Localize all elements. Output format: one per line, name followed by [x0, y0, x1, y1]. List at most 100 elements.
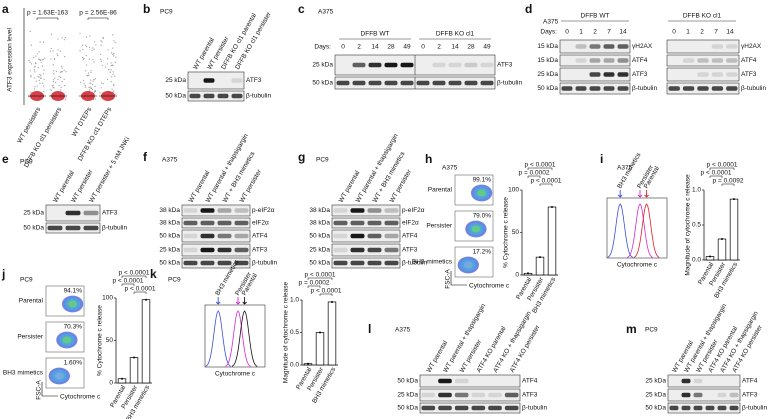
- size-marker: 15 kDa: [537, 57, 558, 64]
- blot-band: [669, 405, 679, 411]
- condition-label: Parental: [19, 298, 44, 305]
- flow-population: [68, 300, 78, 308]
- cell-dot: [93, 41, 96, 43]
- cell-dot: [40, 77, 42, 80]
- peak-arrow: [617, 190, 623, 198]
- size-marker: 50 kDa: [537, 85, 558, 92]
- bar: [729, 198, 739, 261]
- cell-dot: [83, 83, 85, 85]
- significance-bracket: [307, 285, 321, 288]
- p-value: p = 0.0002: [519, 170, 550, 177]
- cell-dot: [88, 86, 90, 89]
- cell-dot: [84, 86, 86, 88]
- day-label: 28: [467, 44, 475, 51]
- blot-band: [421, 392, 436, 398]
- blot-band: [200, 247, 215, 253]
- cell-dot: [57, 49, 59, 51]
- cell-dot: [50, 58, 52, 60]
- blot-band: [697, 58, 709, 63]
- day-label: 49: [483, 44, 491, 51]
- cell-dot: [58, 75, 60, 78]
- cell-dot: [39, 58, 41, 61]
- day-label: 7: [714, 29, 718, 36]
- blot-band: [682, 86, 695, 91]
- cell-dot: [85, 55, 87, 57]
- cell-dot: [82, 79, 85, 82]
- cell-dot: [111, 76, 113, 78]
- cell-dot: [113, 90, 115, 92]
- blot-band: [384, 233, 399, 239]
- band-label: ATF3: [252, 247, 268, 254]
- blot-band: [697, 72, 709, 77]
- blot-strip: [666, 67, 740, 82]
- panel-letter: h: [425, 152, 432, 166]
- day-label: 14: [619, 29, 627, 36]
- cell-dot: [110, 62, 112, 64]
- cell-dot: [57, 78, 59, 80]
- category-label: WT DTEPs: [71, 106, 94, 138]
- cell-dot: [105, 66, 107, 68]
- day-label: 7: [607, 29, 611, 36]
- blot-band: [575, 44, 587, 49]
- panel-letter: k: [150, 267, 157, 281]
- cell-dot: [52, 64, 54, 66]
- lane-label: WT persister + 5 nM JNKi: [88, 136, 131, 204]
- band-label: ATF4: [741, 57, 757, 64]
- cell-dot: [113, 52, 115, 55]
- p-value: p < 0.0001: [707, 162, 738, 169]
- cell-dot: [94, 85, 96, 88]
- size-marker: 50 kDa: [312, 80, 333, 87]
- histogram-curve: [607, 203, 634, 258]
- cell-dot: [40, 61, 42, 63]
- blot-band: [234, 260, 249, 266]
- cell-dot: [36, 53, 38, 55]
- cell-line-label: PC9: [168, 277, 181, 284]
- cell-dot: [63, 78, 65, 80]
- cell-dot: [58, 84, 60, 87]
- cell-line-label: PC9: [20, 277, 33, 284]
- blot-band: [681, 392, 691, 398]
- y-tick-label: 0.0: [692, 257, 701, 264]
- p-value: p < 0.0001: [701, 170, 732, 177]
- gate-percent: 17.2%: [473, 249, 492, 256]
- y-axis-label: FSC-A: [36, 380, 43, 400]
- cell-dot: [107, 49, 109, 51]
- data-point: [733, 198, 735, 201]
- bar: [535, 256, 545, 276]
- blot-band: [350, 233, 365, 239]
- cell-dot: [79, 50, 81, 52]
- cell-dot: [39, 41, 41, 43]
- cell-dot: [29, 61, 31, 63]
- blot-band: [603, 72, 615, 77]
- blot-strip: [187, 71, 245, 90]
- blot-strip: [667, 402, 741, 414]
- day-label: 0: [421, 44, 425, 51]
- cell-dot: [39, 59, 41, 62]
- significance-bracket: [133, 291, 147, 294]
- y-axis-label: FSC-A: [445, 269, 452, 289]
- p-value: p < 0.0001: [113, 278, 144, 285]
- x-axis-label: Cytochrome c: [617, 262, 658, 269]
- y-tick-label: 1.0: [290, 297, 299, 304]
- cell-dot: [101, 64, 103, 67]
- bar: [717, 238, 727, 261]
- cell-dot: [93, 61, 95, 63]
- cell-dot: [100, 58, 102, 60]
- cell-dot: [59, 71, 62, 73]
- blot-band: [480, 62, 494, 68]
- band-label: γH2AX: [632, 43, 653, 50]
- days-label: Days:: [314, 44, 331, 51]
- cell-dot: [39, 73, 41, 75]
- day-label: 1: [686, 29, 690, 36]
- blot-band: [217, 208, 232, 213]
- bar: [327, 301, 337, 366]
- blot-band: [352, 80, 366, 86]
- cell-dot: [91, 49, 93, 51]
- y-tick-label: 100: [508, 187, 519, 194]
- band-label: β-tubulin: [497, 80, 522, 87]
- cell-dot: [82, 58, 84, 61]
- size-marker: 25 kDa: [159, 247, 180, 254]
- cell-dot: [30, 91, 32, 93]
- size-marker: 25 kDa: [165, 77, 186, 84]
- cell-dot: [42, 41, 45, 43]
